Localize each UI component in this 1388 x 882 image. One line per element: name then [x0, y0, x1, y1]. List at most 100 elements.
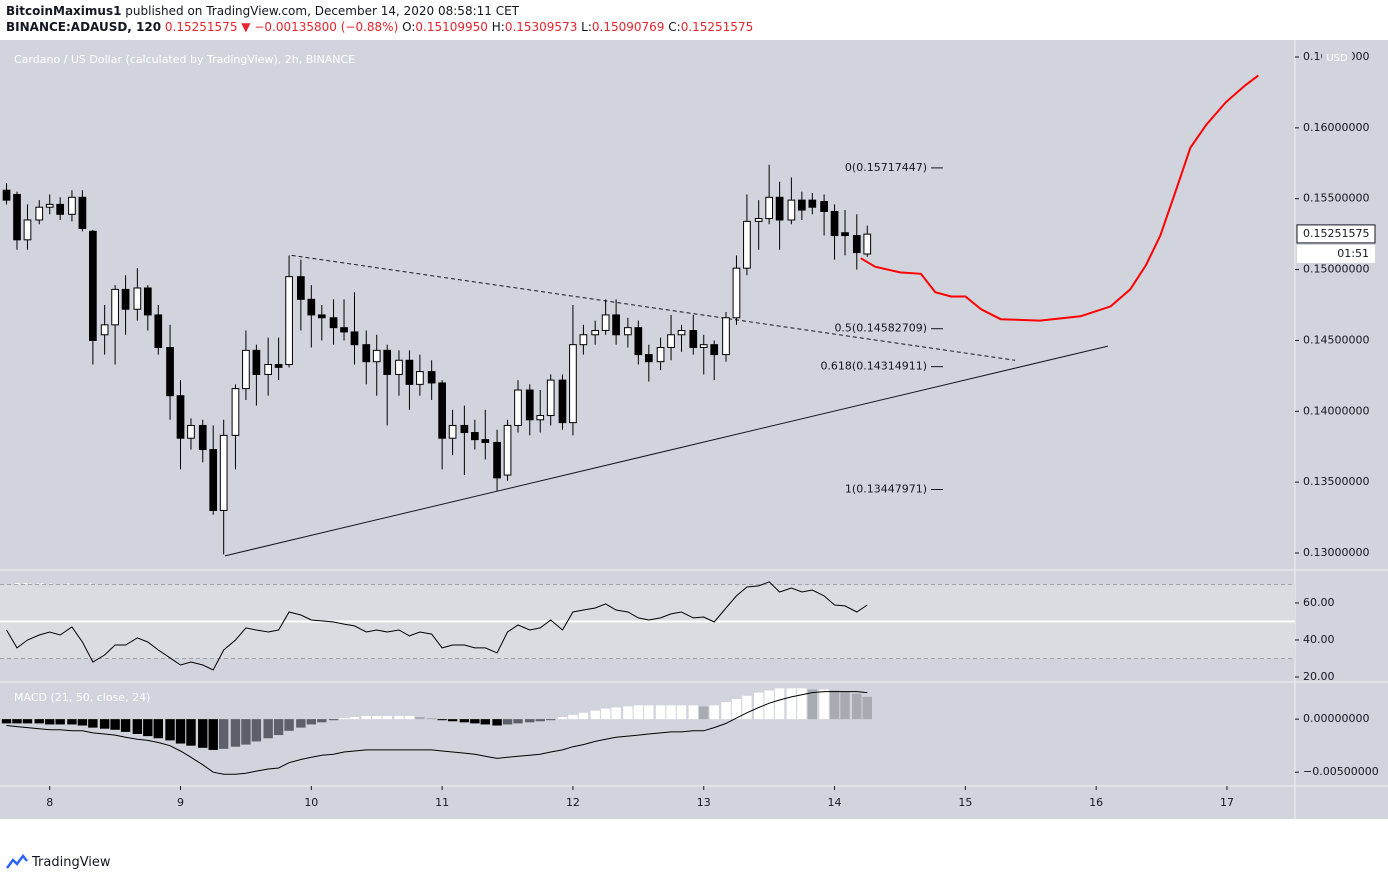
macd-bar: [339, 718, 349, 720]
x-tick-label: 9: [177, 796, 184, 809]
macd-bar: [502, 719, 513, 725]
time-axis-background: [0, 786, 1388, 819]
candle-body: [765, 196, 774, 220]
candle-body: [100, 324, 109, 336]
candle-body: [329, 317, 338, 329]
last-price-box: [1296, 224, 1376, 244]
candle-body: [416, 371, 424, 385]
macd-bar: [545, 719, 556, 721]
macd-bar: [12, 719, 22, 724]
macd-bar: [819, 689, 829, 720]
candle-body: [722, 317, 730, 356]
macd-bar: [578, 712, 589, 720]
candle-body: [667, 334, 675, 349]
candle-body: [830, 210, 839, 237]
plot-layer: 8 9 10 11 12 13 14 15 16 17 0.13000000 0.13500000 0.…: [0, 49, 1379, 809]
macd-bar: [557, 717, 568, 720]
macd-bar: [328, 719, 339, 721]
candle-body: [689, 330, 698, 349]
candle-body: [775, 196, 784, 221]
candle-body: [546, 379, 555, 417]
macd-bar: [786, 688, 797, 720]
macd-bar: [590, 710, 600, 720]
candle-body: [187, 424, 195, 439]
macd-bar: [186, 719, 196, 746]
candle-body: [624, 327, 632, 336]
macd-bar: [34, 719, 44, 724]
y-tick-label: 60.00: [1303, 596, 1335, 609]
macd-bar: [263, 719, 273, 739]
candle-body: [841, 232, 849, 237]
macd-bar: [88, 719, 98, 728]
macd-bar: [132, 719, 143, 734]
candle-body: [405, 359, 414, 385]
y-tick-label: 0.14500000: [1303, 333, 1369, 346]
macd-bar: [284, 719, 294, 731]
macd-bar: [797, 688, 807, 720]
candle-body: [383, 349, 392, 375]
macd-bar: [1, 719, 12, 724]
footer: TradingView: [6, 854, 111, 870]
macd-bar: [568, 714, 578, 720]
macd-bar: [447, 719, 458, 722]
candle-body: [656, 347, 665, 363]
ohlc-label: L:: [581, 20, 592, 34]
candle-body: [677, 330, 686, 336]
macd-bar: [753, 692, 764, 720]
x-tick-label: 14: [828, 796, 842, 809]
candle-body: [68, 196, 76, 215]
fib-label: 0(0.15717447): [845, 161, 927, 174]
macd-bar: [404, 715, 415, 720]
candle-body: [558, 379, 567, 424]
x-tick-label: 16: [1089, 796, 1103, 809]
macd-bar: [273, 719, 284, 736]
macd-bar: [829, 690, 840, 720]
price: 0.15251575: [164, 20, 238, 34]
macd-bar: [208, 719, 218, 750]
ohlc-label: C:: [668, 20, 681, 34]
candle-body: [852, 235, 861, 254]
macd-bar: [623, 706, 633, 720]
y-tick-label: 0.15000000: [1303, 263, 1369, 276]
currency-badge: [1322, 49, 1352, 67]
y-tick-label: 0.13000000: [1303, 546, 1369, 559]
candle-body: [362, 344, 371, 363]
candle-body: [820, 201, 828, 212]
candle-body: [798, 199, 806, 211]
candle-body: [154, 314, 163, 349]
macd-bar: [807, 689, 818, 720]
change: ▼ −0.00135800 (−0.88%): [241, 20, 399, 34]
candle-body: [23, 219, 32, 241]
macd-bar: [492, 719, 502, 726]
candle-body: [340, 327, 348, 333]
candle-body: [601, 314, 610, 332]
macd-bar: [349, 717, 360, 720]
candle-body: [285, 276, 293, 366]
macd-bar: [611, 707, 621, 720]
macd-bar: [153, 719, 163, 739]
fib-label: 0.5(0.14582709): [834, 322, 927, 335]
macd-bar: [99, 719, 110, 729]
chart-title: Cardano / US Dollar (calculated by Tradi…: [14, 53, 355, 66]
candle-body: [754, 218, 763, 222]
ohlc-value: 0.15309573: [504, 20, 578, 34]
candle-body: [591, 330, 600, 336]
candle-body: [503, 424, 512, 476]
macd-bar: [382, 715, 392, 720]
macd-bar: [394, 715, 404, 720]
candle-body: [297, 276, 305, 300]
candle-body: [579, 334, 588, 346]
published: published on TradingView.com, December 1…: [125, 4, 519, 18]
macd-line: [6, 691, 868, 775]
y-tick-label: 0.14000000: [1303, 404, 1369, 417]
header: BitcoinMaximus1 published on TradingView…: [6, 3, 753, 35]
y-tick-label: 0.15500000: [1303, 192, 1369, 205]
rsi-line: [6, 581, 868, 671]
macd-bar: [110, 719, 120, 730]
macd-bar: [415, 717, 425, 720]
y-tick-label: 0.00000000: [1303, 712, 1369, 725]
candle-body: [481, 439, 490, 443]
fib-label: 0.618(0.14314911): [820, 360, 927, 373]
